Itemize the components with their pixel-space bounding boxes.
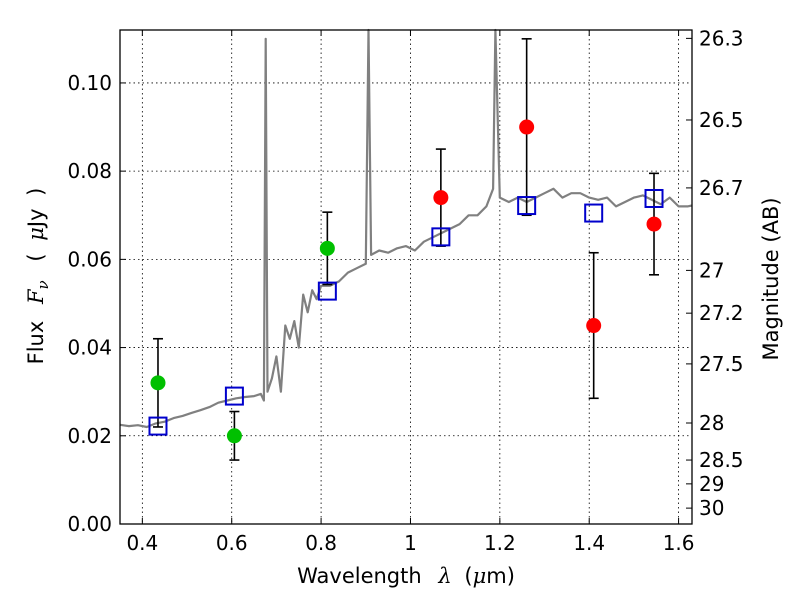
right-tick-label: 28.5 [699,448,744,472]
observed-point [150,375,166,391]
y-axis-label-F: F [24,288,48,305]
right-tick-label: 26.7 [699,176,744,200]
y-tick-label: 0.08 [67,159,112,183]
x-tick-label: 0.4 [126,531,158,555]
observed-point [646,216,662,232]
right-tick-label: 28 [699,411,724,435]
x-tick-label: 1.6 [663,531,695,555]
observed-point [319,240,335,256]
model-photometry-points [148,188,664,436]
observed-points [150,119,662,444]
y-axis-label-word: Flux [24,321,48,365]
y-tick-label: 0.06 [67,247,112,271]
y-axis-label-open: ( [24,253,48,261]
model-photometry-point [584,203,604,223]
right-tick-label: 30 [699,496,724,520]
x-tick-label: 0.6 [216,531,248,555]
y-axis-label: Flux Fν ( μJy ) [24,188,53,365]
model-photometry-point [317,281,337,301]
right-tick-label: 26.5 [699,108,744,132]
y-tick-label: 0.00 [67,512,112,536]
y-axis-label-close: ) [24,188,48,196]
plot-frame [119,29,693,525]
y-axis-label-unit: Jy [24,208,48,229]
x-axis-label-open: ( [464,564,472,588]
model-spectrum-line [119,28,693,429]
observed-point [519,119,535,135]
observed-point [586,318,602,334]
right-tick-label: 27 [699,258,724,282]
x-tick-label: 1 [404,531,417,555]
y-tick-label: 0.02 [67,424,112,448]
x-axis-label: Wavelength λ (μm) [297,564,515,588]
model-photometry-point [644,188,664,208]
model-photometry-point [224,386,244,406]
y-tick-label: 0.10 [67,71,112,95]
x-axis-label-mu: μ [473,564,487,588]
x-axis-label-unit: m) [486,564,515,588]
right-tick-label: 27.2 [699,301,744,325]
model-spectrum [119,28,693,429]
x-tick-label: 0.8 [305,531,337,555]
x-axis-label-lambda: λ [437,564,451,588]
axis-ticks: 0.4 0.6 0.8 1 1.2 1.4 1.6 0.00 0.02 0.04 0.06 0.08 0… [67,26,743,555]
x-tick-label: 1.4 [573,531,605,555]
right-axis-label: Magnitude (AB) [759,197,783,360]
model-photometry-point [148,416,168,436]
right-tick-label: 27.5 [699,352,744,376]
y-axis-label-nu: ν [34,280,52,289]
model-photometry-point [431,227,451,247]
observed-point [226,428,242,444]
right-tick-label: 26.3 [699,26,744,50]
y-axis-label-mu: μ [24,227,48,241]
x-tick-label: 1.2 [484,531,516,555]
y-tick-label: 0.04 [67,336,112,360]
observed-point [433,190,449,206]
right-tick-label: 29 [699,472,724,496]
x-axis-label-word: Wavelength [297,564,422,588]
model-photometry-point [517,196,537,216]
